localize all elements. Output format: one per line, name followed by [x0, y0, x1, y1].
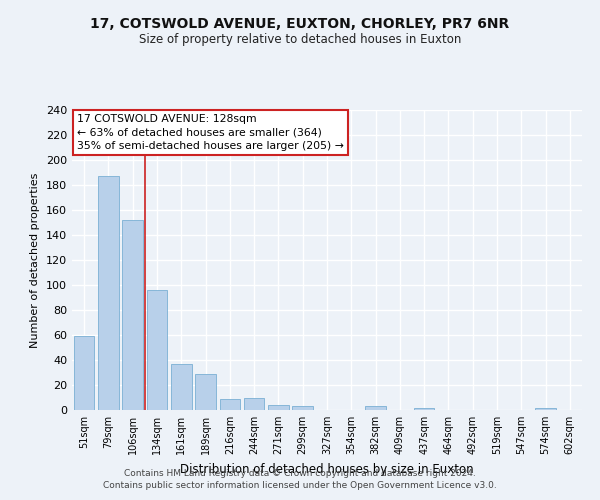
- Bar: [244, 398, 265, 410]
- Bar: [74, 336, 94, 410]
- X-axis label: Distribution of detached houses by size in Euxton: Distribution of detached houses by size …: [180, 462, 474, 475]
- Bar: [535, 408, 556, 410]
- Bar: [365, 406, 386, 410]
- Text: Contains HM Land Registry data © Crown copyright and database right 2024.: Contains HM Land Registry data © Crown c…: [124, 468, 476, 477]
- Text: Size of property relative to detached houses in Euxton: Size of property relative to detached ho…: [139, 32, 461, 46]
- Bar: [195, 374, 216, 410]
- Bar: [171, 364, 191, 410]
- Bar: [146, 290, 167, 410]
- Bar: [414, 408, 434, 410]
- Bar: [292, 406, 313, 410]
- Bar: [98, 176, 119, 410]
- Text: 17 COTSWOLD AVENUE: 128sqm
← 63% of detached houses are smaller (364)
35% of sem: 17 COTSWOLD AVENUE: 128sqm ← 63% of deta…: [77, 114, 344, 151]
- Y-axis label: Number of detached properties: Number of detached properties: [31, 172, 40, 348]
- Text: Contains public sector information licensed under the Open Government Licence v3: Contains public sector information licen…: [103, 481, 497, 490]
- Text: 17, COTSWOLD AVENUE, EUXTON, CHORLEY, PR7 6NR: 17, COTSWOLD AVENUE, EUXTON, CHORLEY, PR…: [91, 18, 509, 32]
- Bar: [268, 405, 289, 410]
- Bar: [220, 399, 240, 410]
- Bar: [122, 220, 143, 410]
